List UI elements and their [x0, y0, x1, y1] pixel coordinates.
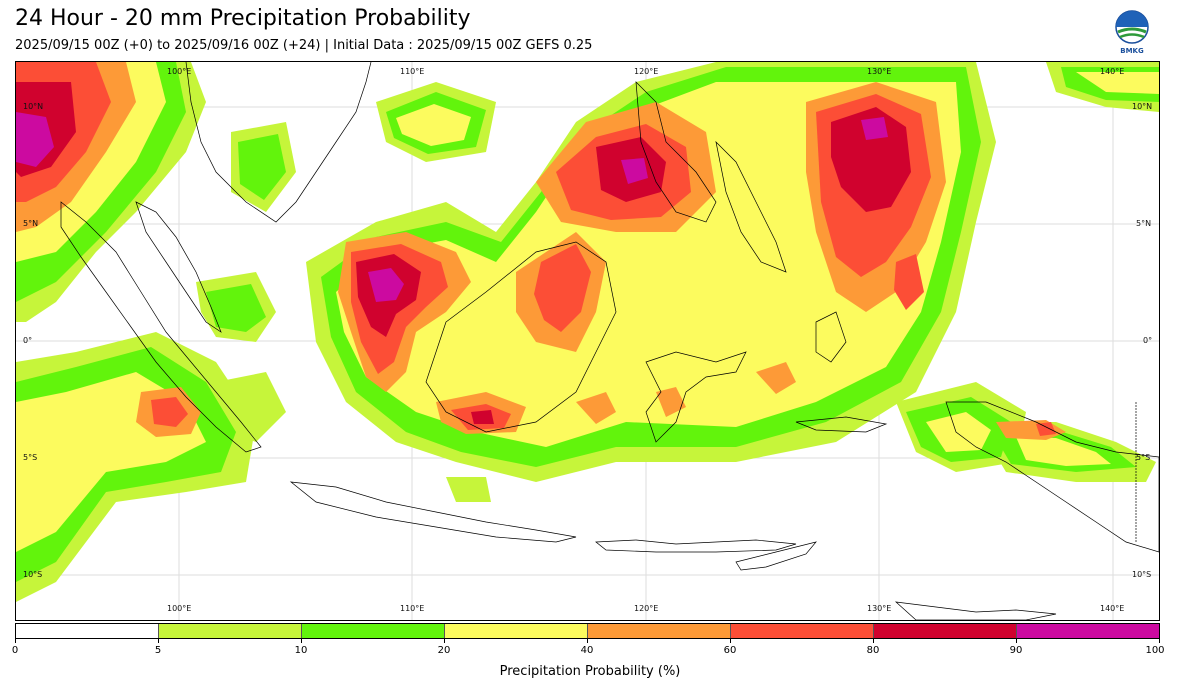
- lon-tick-bottom: 130°E: [867, 604, 892, 613]
- colorbar-tick-label: 60: [723, 645, 737, 656]
- lat-tick-left: 5°N: [23, 219, 39, 228]
- coastlines: [60, 62, 1159, 620]
- probability-field: [16, 62, 1159, 602]
- colorbar-segment: [1017, 624, 1159, 638]
- lon-tick-bottom: 140°E: [1100, 604, 1125, 613]
- lat-tick-right: 10°N: [1132, 102, 1153, 111]
- lat-tick-left: 0°: [23, 336, 33, 345]
- colorbar-segment: [445, 624, 588, 638]
- lat-tick-left: 10°S: [23, 570, 43, 579]
- page-subtitle: 2025/09/15 00Z (+0) to 2025/09/16 00Z (+…: [15, 38, 593, 53]
- lon-tick-top: 140°E: [1100, 67, 1125, 76]
- lat-tick-right: 10°S: [1132, 570, 1152, 579]
- lat-tick-right: 5°S: [1136, 453, 1151, 462]
- lon-tick-bottom: 110°E: [400, 604, 425, 613]
- colorbar-tick-label: 20: [437, 645, 451, 656]
- lon-tick-top: 100°E: [167, 67, 192, 76]
- colorbar-tick-label: 10: [294, 645, 308, 656]
- lat-tick-right: 5°N: [1136, 219, 1152, 228]
- lon-tick-top: 120°E: [634, 67, 659, 76]
- colorbar-tick-label: 0: [11, 645, 19, 656]
- precipitation-map: 100°E 110°E 120°E 130°E 140°E 100°E 110°…: [15, 61, 1160, 621]
- colorbar-segment: [588, 624, 731, 638]
- map-canvas: [16, 62, 1159, 620]
- colorbar-tick-label: 90: [1009, 645, 1023, 656]
- colorbar-segment: [302, 624, 445, 638]
- page-title: 24 Hour - 20 mm Precipitation Probabilit…: [15, 6, 471, 31]
- colorbar-segment: [874, 624, 1017, 638]
- colorbar-label: Precipitation Probability (%): [499, 664, 681, 679]
- colorbar-segment: [16, 624, 159, 638]
- lon-tick-top: 130°E: [867, 67, 892, 76]
- colorbar-ticks: 0 5 10 20 40 60 80 90 100: [11, 639, 1165, 656]
- lat-tick-right: 0°: [1143, 336, 1153, 345]
- lat-tick-left: 5°S: [23, 453, 38, 462]
- colorbar-segment: [159, 624, 302, 638]
- colorbar-tick-label: 80: [866, 645, 880, 656]
- colorbar-tick-label: 40: [580, 645, 594, 656]
- colorbar-tick-label: 100: [1145, 645, 1165, 656]
- lon-tick-bottom: 100°E: [167, 604, 192, 613]
- lat-tick-left: 10°N: [23, 102, 44, 111]
- lon-tick-top: 110°E: [400, 67, 425, 76]
- lon-tick-bottom: 120°E: [634, 604, 659, 613]
- colorbar-tick-label: 5: [154, 645, 162, 656]
- colorbar: [15, 623, 1160, 639]
- bmkg-logo: BMKG: [1112, 10, 1152, 56]
- svg-text:BMKG: BMKG: [1120, 47, 1144, 55]
- colorbar-segment: [731, 624, 874, 638]
